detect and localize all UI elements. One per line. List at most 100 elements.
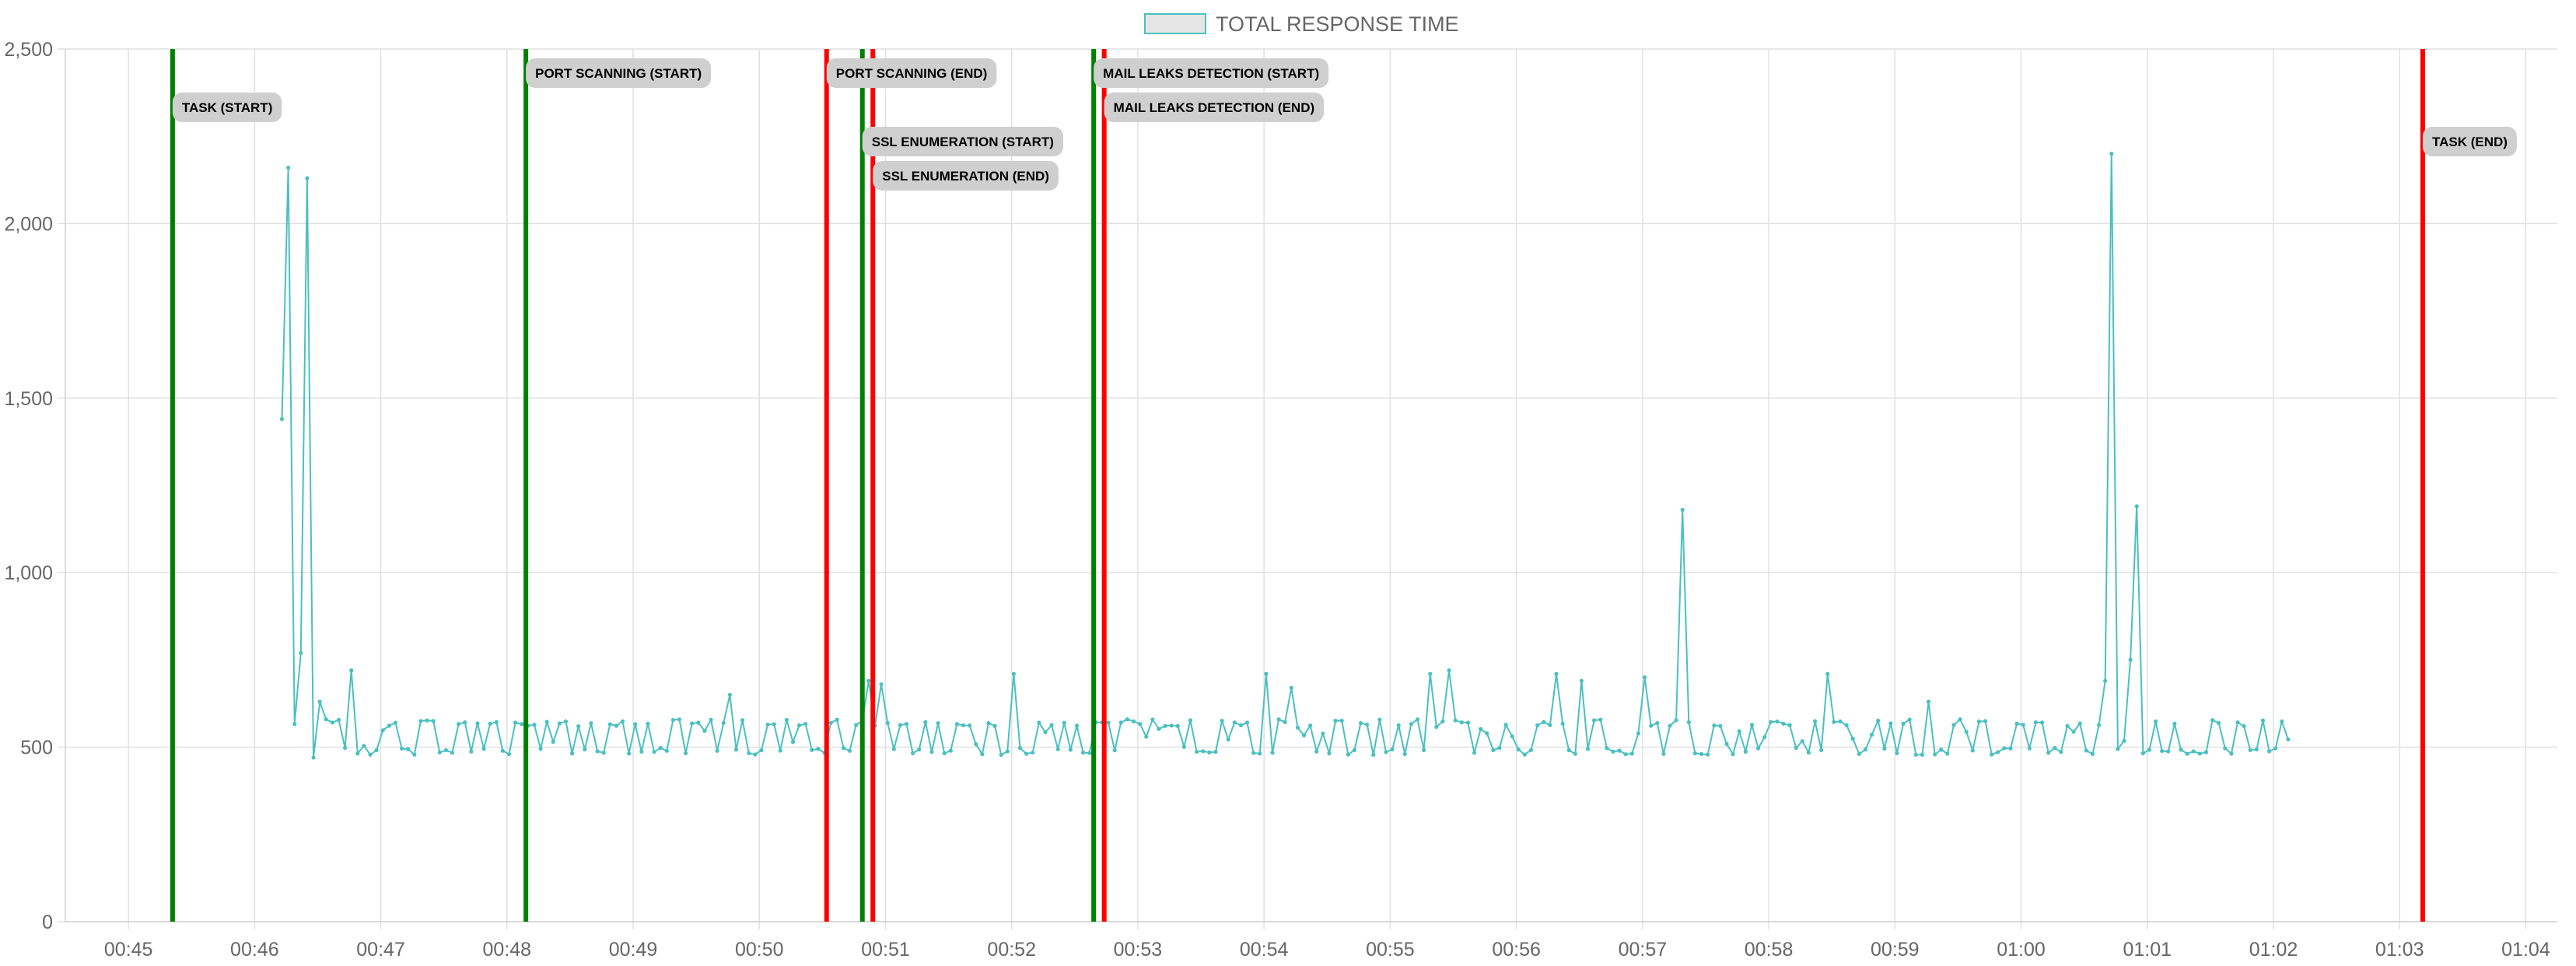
legend[interactable]: TOTAL RESPONSE TIME: [1144, 12, 1459, 36]
annotation-label-box: [1094, 58, 1329, 88]
data-point: [1686, 720, 1691, 725]
data-point: [696, 720, 701, 725]
data-point: [1138, 722, 1143, 726]
data-point: [400, 746, 404, 751]
data-point: [1049, 723, 1054, 727]
data-point: [2223, 746, 2228, 751]
data-point: [1358, 721, 1363, 726]
data-point: [1976, 719, 1982, 724]
data-point: [633, 722, 638, 726]
data-point: [1428, 671, 1433, 676]
data-point: [759, 747, 764, 753]
data-point: [1422, 747, 1426, 752]
data-point: [2046, 751, 2051, 755]
data-point: [418, 719, 423, 723]
x-tick-label: 01:03: [2375, 939, 2424, 961]
annotation-label-text: PORT SCANNING (START): [535, 66, 702, 81]
data-point: [1150, 717, 1155, 722]
data-point: [1876, 719, 1881, 723]
data-point: [1402, 751, 1407, 757]
annotation-label-text: SSL ENUMERATION (START): [872, 135, 1054, 149]
data-point: [475, 721, 480, 726]
data-point: [349, 668, 354, 673]
data-point: [2008, 746, 2013, 751]
data-point: [1213, 750, 1218, 754]
data-point: [1970, 748, 1975, 753]
data-point: [1188, 718, 1193, 723]
data-point: [1699, 751, 1704, 757]
data-point: [765, 722, 770, 727]
data-point: [463, 720, 467, 725]
data-point: [2147, 747, 2152, 752]
data-point: [1327, 751, 1332, 756]
x-tick-label: 00:52: [987, 939, 1036, 961]
annotation-label-text: MAIL LEAKS DETECTION (END): [1114, 100, 1314, 115]
data-point: [2235, 720, 2240, 725]
data-point: [450, 751, 455, 755]
data-point: [500, 748, 505, 753]
data-point: [506, 752, 512, 757]
data-point: [1510, 734, 1514, 739]
data-point: [1503, 723, 1508, 727]
data-point: [1806, 751, 1811, 755]
data-point: [279, 417, 285, 422]
x-tick-label: 00:59: [1871, 939, 1920, 961]
data-point: [2179, 747, 2183, 752]
data-point: [1390, 747, 1395, 752]
data-point: [2128, 657, 2133, 663]
data-point: [992, 723, 997, 728]
data-point: [1535, 723, 1540, 728]
data-point: [1440, 719, 1445, 724]
data-point: [1706, 752, 1710, 757]
data-point: [2002, 746, 2007, 751]
annotation-label: TASK (START): [172, 93, 282, 122]
y-tick-label: 1,000: [4, 562, 53, 584]
data-point: [816, 747, 821, 751]
data-point: [1933, 752, 1937, 757]
data-point: [538, 747, 543, 751]
data-point: [1749, 723, 1755, 727]
data-point: [1415, 717, 1420, 722]
data-point: [1983, 719, 1988, 723]
data-point: [1055, 747, 1060, 751]
data-point: [828, 720, 833, 726]
data-point: [1769, 719, 1773, 724]
data-point: [1314, 749, 1319, 754]
data-point: [1674, 718, 1678, 723]
data-point: [1990, 752, 1994, 757]
data-point: [286, 165, 291, 170]
data-point: [1958, 717, 1962, 722]
annotation-label: MAIL LEAKS DETECTION (START): [1094, 58, 1329, 88]
data-point: [1712, 723, 1717, 728]
data-point: [1238, 723, 1244, 728]
data-point: [1642, 675, 1647, 680]
data-point: [778, 748, 782, 753]
data-point: [2242, 723, 2246, 729]
data-point: [2260, 718, 2266, 723]
data-point: [898, 723, 903, 727]
data-point: [1668, 723, 1672, 728]
data-point: [1964, 730, 1969, 734]
data-point: [1118, 720, 1123, 725]
data-point: [1384, 750, 1388, 754]
data-point: [1819, 747, 1824, 753]
data-point: [841, 746, 846, 751]
legend-label: TOTAL RESPONSE TIME: [1216, 12, 1459, 36]
data-point: [677, 717, 682, 722]
data-point: [469, 749, 474, 754]
data-point: [457, 722, 461, 726]
data-point: [1163, 723, 1167, 728]
data-point: [1447, 668, 1451, 673]
annotation-label-text: SSL ENUMERATION (END): [882, 169, 1049, 184]
data-point: [974, 742, 978, 747]
data-point: [948, 748, 953, 753]
x-tick-label: 01:04: [2501, 939, 2550, 961]
data-point: [1365, 722, 1370, 727]
y-tick-label: 2,500: [4, 39, 53, 61]
data-point: [1491, 747, 1496, 753]
data-point: [835, 717, 839, 722]
data-point: [1497, 745, 1502, 751]
data-point: [1434, 725, 1439, 730]
annotation-label-text: PORT SCANNING (END): [836, 66, 988, 81]
